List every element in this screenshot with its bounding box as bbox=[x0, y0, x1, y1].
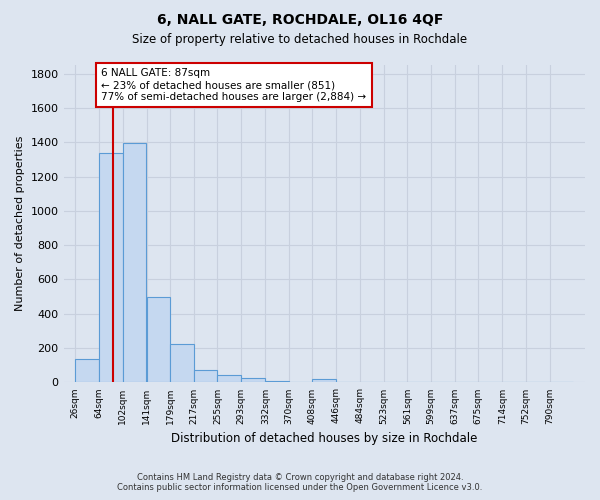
Text: Size of property relative to detached houses in Rochdale: Size of property relative to detached ho… bbox=[133, 32, 467, 46]
Bar bbox=[217, 374, 241, 382]
Bar bbox=[170, 344, 194, 383]
Bar bbox=[241, 378, 265, 382]
Y-axis label: Number of detached properties: Number of detached properties bbox=[15, 136, 25, 312]
Text: 6, NALL GATE, ROCHDALE, OL16 4QF: 6, NALL GATE, ROCHDALE, OL16 4QF bbox=[157, 12, 443, 26]
Bar bbox=[122, 143, 146, 382]
Text: Contains HM Land Registry data © Crown copyright and database right 2024.
Contai: Contains HM Land Registry data © Crown c… bbox=[118, 473, 482, 492]
X-axis label: Distribution of detached houses by size in Rochdale: Distribution of detached houses by size … bbox=[171, 432, 478, 445]
Text: 6 NALL GATE: 87sqm
← 23% of detached houses are smaller (851)
77% of semi-detach: 6 NALL GATE: 87sqm ← 23% of detached hou… bbox=[101, 68, 367, 102]
Bar bbox=[313, 379, 336, 382]
Bar bbox=[147, 298, 170, 382]
Bar bbox=[265, 380, 289, 382]
Bar bbox=[194, 370, 217, 382]
Bar bbox=[99, 152, 122, 382]
Bar bbox=[76, 360, 99, 382]
